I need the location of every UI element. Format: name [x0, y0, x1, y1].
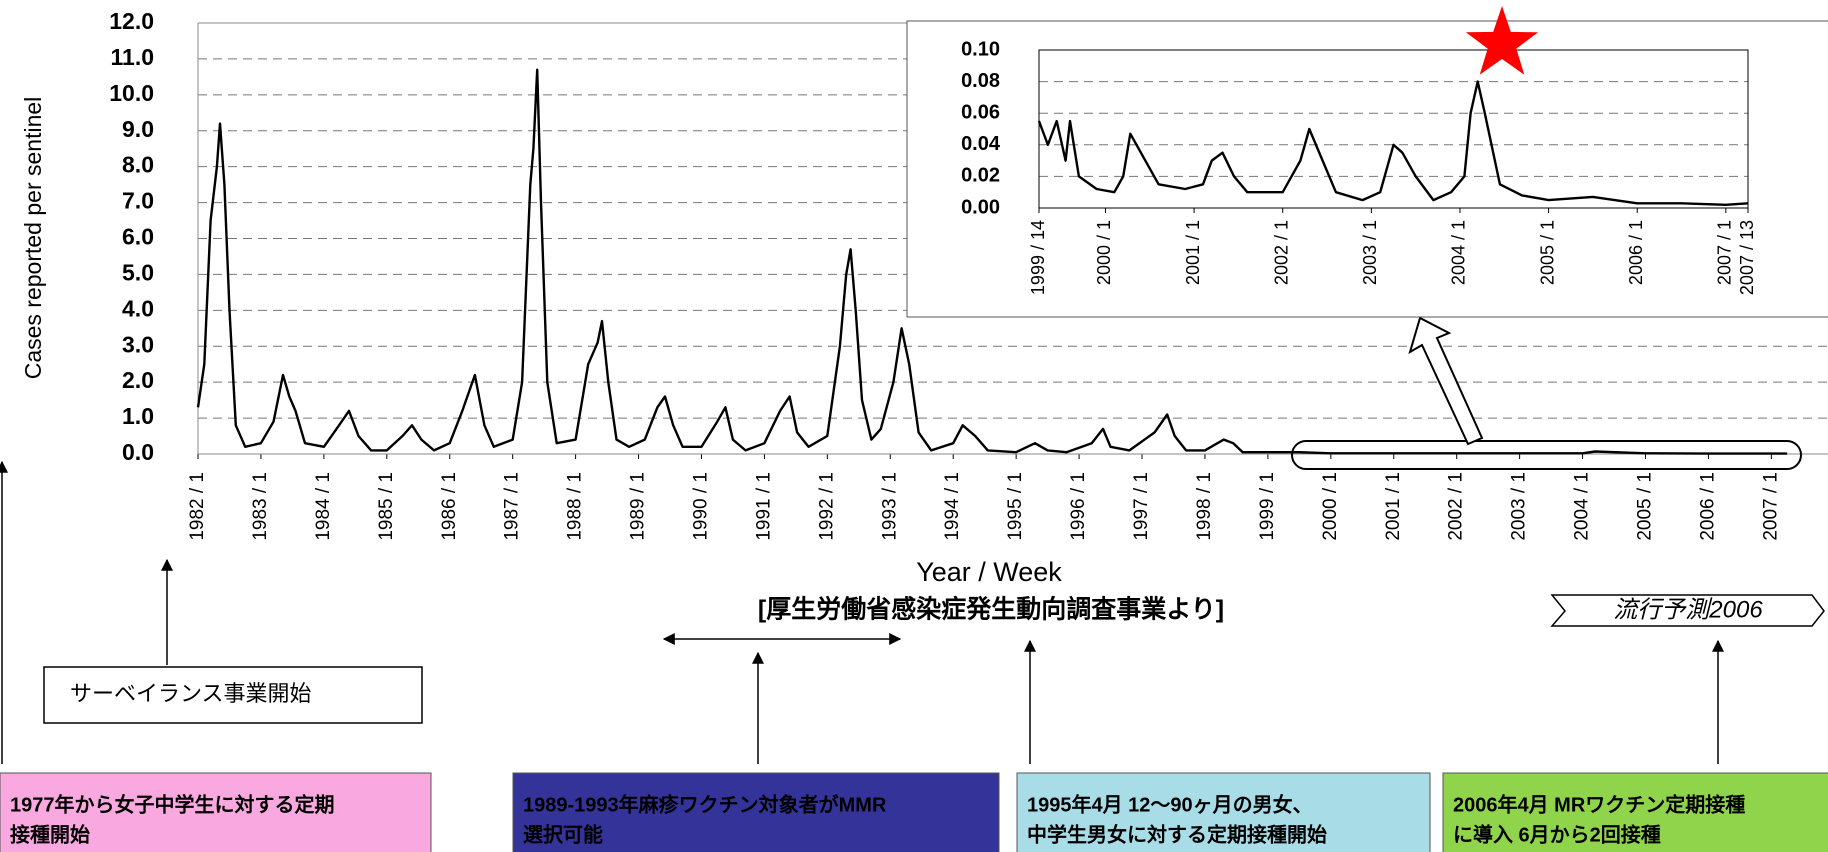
note-text: 2006年4月 MRワクチン定期接種	[1453, 792, 1745, 816]
note-box	[1016, 772, 1431, 852]
y-tick-label: 3.0	[122, 331, 154, 357]
y-tick-label: 0.04	[961, 133, 1001, 155]
zoom-outline	[1291, 440, 1802, 470]
y-tick-label: 2.0	[122, 367, 154, 393]
x-tick-label: 1999 / 1	[1257, 472, 1278, 541]
x-tick-label: 1994 / 1	[942, 472, 963, 541]
note-text: 選択可能	[523, 822, 603, 846]
x-tick-label: 2005 / 1	[1537, 220, 1557, 285]
y-axis-title: Cases reported per sentinel	[20, 97, 46, 380]
x-tick-label: 2000 / 1	[1094, 220, 1114, 285]
plot-frame	[1038, 49, 1749, 209]
x-tick-label: 1982 / 1	[187, 472, 208, 541]
note-box	[512, 772, 1000, 852]
y-tick-label: 0.06	[961, 101, 1000, 123]
note-text: 接種開始	[10, 822, 90, 846]
x-tick-label: 1984 / 1	[313, 472, 334, 541]
x-tick-label: 1988 / 1	[565, 472, 586, 541]
y-tick-label: 5.0	[122, 259, 154, 285]
data-line	[196, 68, 1788, 455]
note-text: 中学生男女に対する定期接種開始	[1027, 822, 1327, 846]
x-tick-label: 2002 / 1	[1446, 472, 1467, 541]
y-tick-label: 12.0	[109, 8, 154, 34]
x-tick-label: 1987 / 1	[502, 472, 523, 541]
y-tick-label: 0.00	[961, 196, 1000, 218]
inset-panel	[906, 20, 1828, 318]
x-tick-label: 2006 / 1	[1697, 472, 1718, 541]
x-tick-label: 2000 / 1	[1320, 472, 1341, 541]
x-tick-label: 1998 / 1	[1194, 472, 1215, 541]
peak-star	[1465, 6, 1539, 75]
zoom-arrow	[1408, 316, 1484, 446]
y-tick-label: 9.0	[122, 116, 154, 142]
x-tick-label: 2004 / 1	[1449, 220, 1469, 285]
note-text: に導入 6月から2回接種	[1453, 822, 1661, 846]
x-tick-label: 1986 / 1	[439, 472, 460, 541]
x-tick-label: 2001 / 1	[1383, 472, 1404, 541]
x-tick-label: 1999 / 14	[1028, 220, 1048, 295]
y-tick-label: 4.0	[122, 295, 154, 321]
y-tick-label: 6.0	[122, 224, 154, 250]
x-tick-label: 2004 / 1	[1572, 472, 1593, 541]
x-tick-label: 2007 / 1	[1715, 220, 1735, 285]
x-tick-label: 2002 / 1	[1271, 220, 1291, 285]
x-tick-label: 1985 / 1	[376, 472, 397, 541]
y-tick-label: 1.0	[122, 403, 154, 429]
x-tick-label: 2003 / 1	[1509, 472, 1530, 541]
x-tick-label: 1996 / 1	[1068, 472, 1089, 541]
x-tick-label: 2003 / 1	[1360, 220, 1380, 285]
x-tick-label: 1989 / 1	[628, 472, 649, 541]
y-tick-label: 0.0	[122, 439, 154, 465]
x-tick-label: 1983 / 1	[250, 472, 271, 541]
y-tick-label: 8.0	[122, 152, 154, 178]
x-tick-label: 1992 / 1	[816, 472, 837, 541]
surveillance-label: サーベイランス事業開始	[70, 681, 312, 706]
y-tick-label: 10.0	[109, 80, 154, 106]
surveillance-box	[43, 666, 423, 724]
x-tick-label: 2005 / 1	[1635, 472, 1656, 541]
x-tick-label: 1995 / 1	[1005, 472, 1026, 541]
note-box	[1442, 772, 1828, 852]
x-tick-label: 2006 / 1	[1626, 220, 1646, 285]
x-axis-title: Year / Week	[916, 557, 1062, 587]
x-tick-label: 2007 / 1	[1760, 472, 1781, 541]
note-text: 1977年から女子中学生に対する定期	[10, 792, 335, 816]
x-tick-label: 1993 / 1	[879, 472, 900, 541]
data-line	[1037, 80, 1749, 206]
y-tick-label: 11.0	[111, 44, 155, 70]
forecast-badge	[1550, 594, 1825, 627]
y-tick-label: 7.0	[122, 188, 154, 214]
note-box	[0, 772, 432, 852]
x-tick-label: 1997 / 1	[1131, 472, 1152, 541]
x-tick-label: 1991 / 1	[753, 472, 774, 541]
x-tick-label: 1990 / 1	[690, 472, 711, 541]
note-text: 1989-1993年麻疹ワクチン対象者がMMR	[523, 792, 887, 816]
x-tick-label: 2001 / 1	[1183, 220, 1203, 285]
y-tick-label: 0.02	[961, 165, 1000, 187]
source-note: [厚生労働省感染症発生動向調査事業より]	[758, 595, 1224, 624]
y-tick-label: 0.08	[961, 70, 1000, 92]
note-text: 1995年4月 12～90ヶ月の男女、	[1027, 792, 1313, 816]
forecast-label: 流行予測2006	[1613, 596, 1763, 623]
x-tick-label: 2007 / 13	[1737, 220, 1757, 295]
y-tick-label: 0.10	[961, 38, 1000, 60]
